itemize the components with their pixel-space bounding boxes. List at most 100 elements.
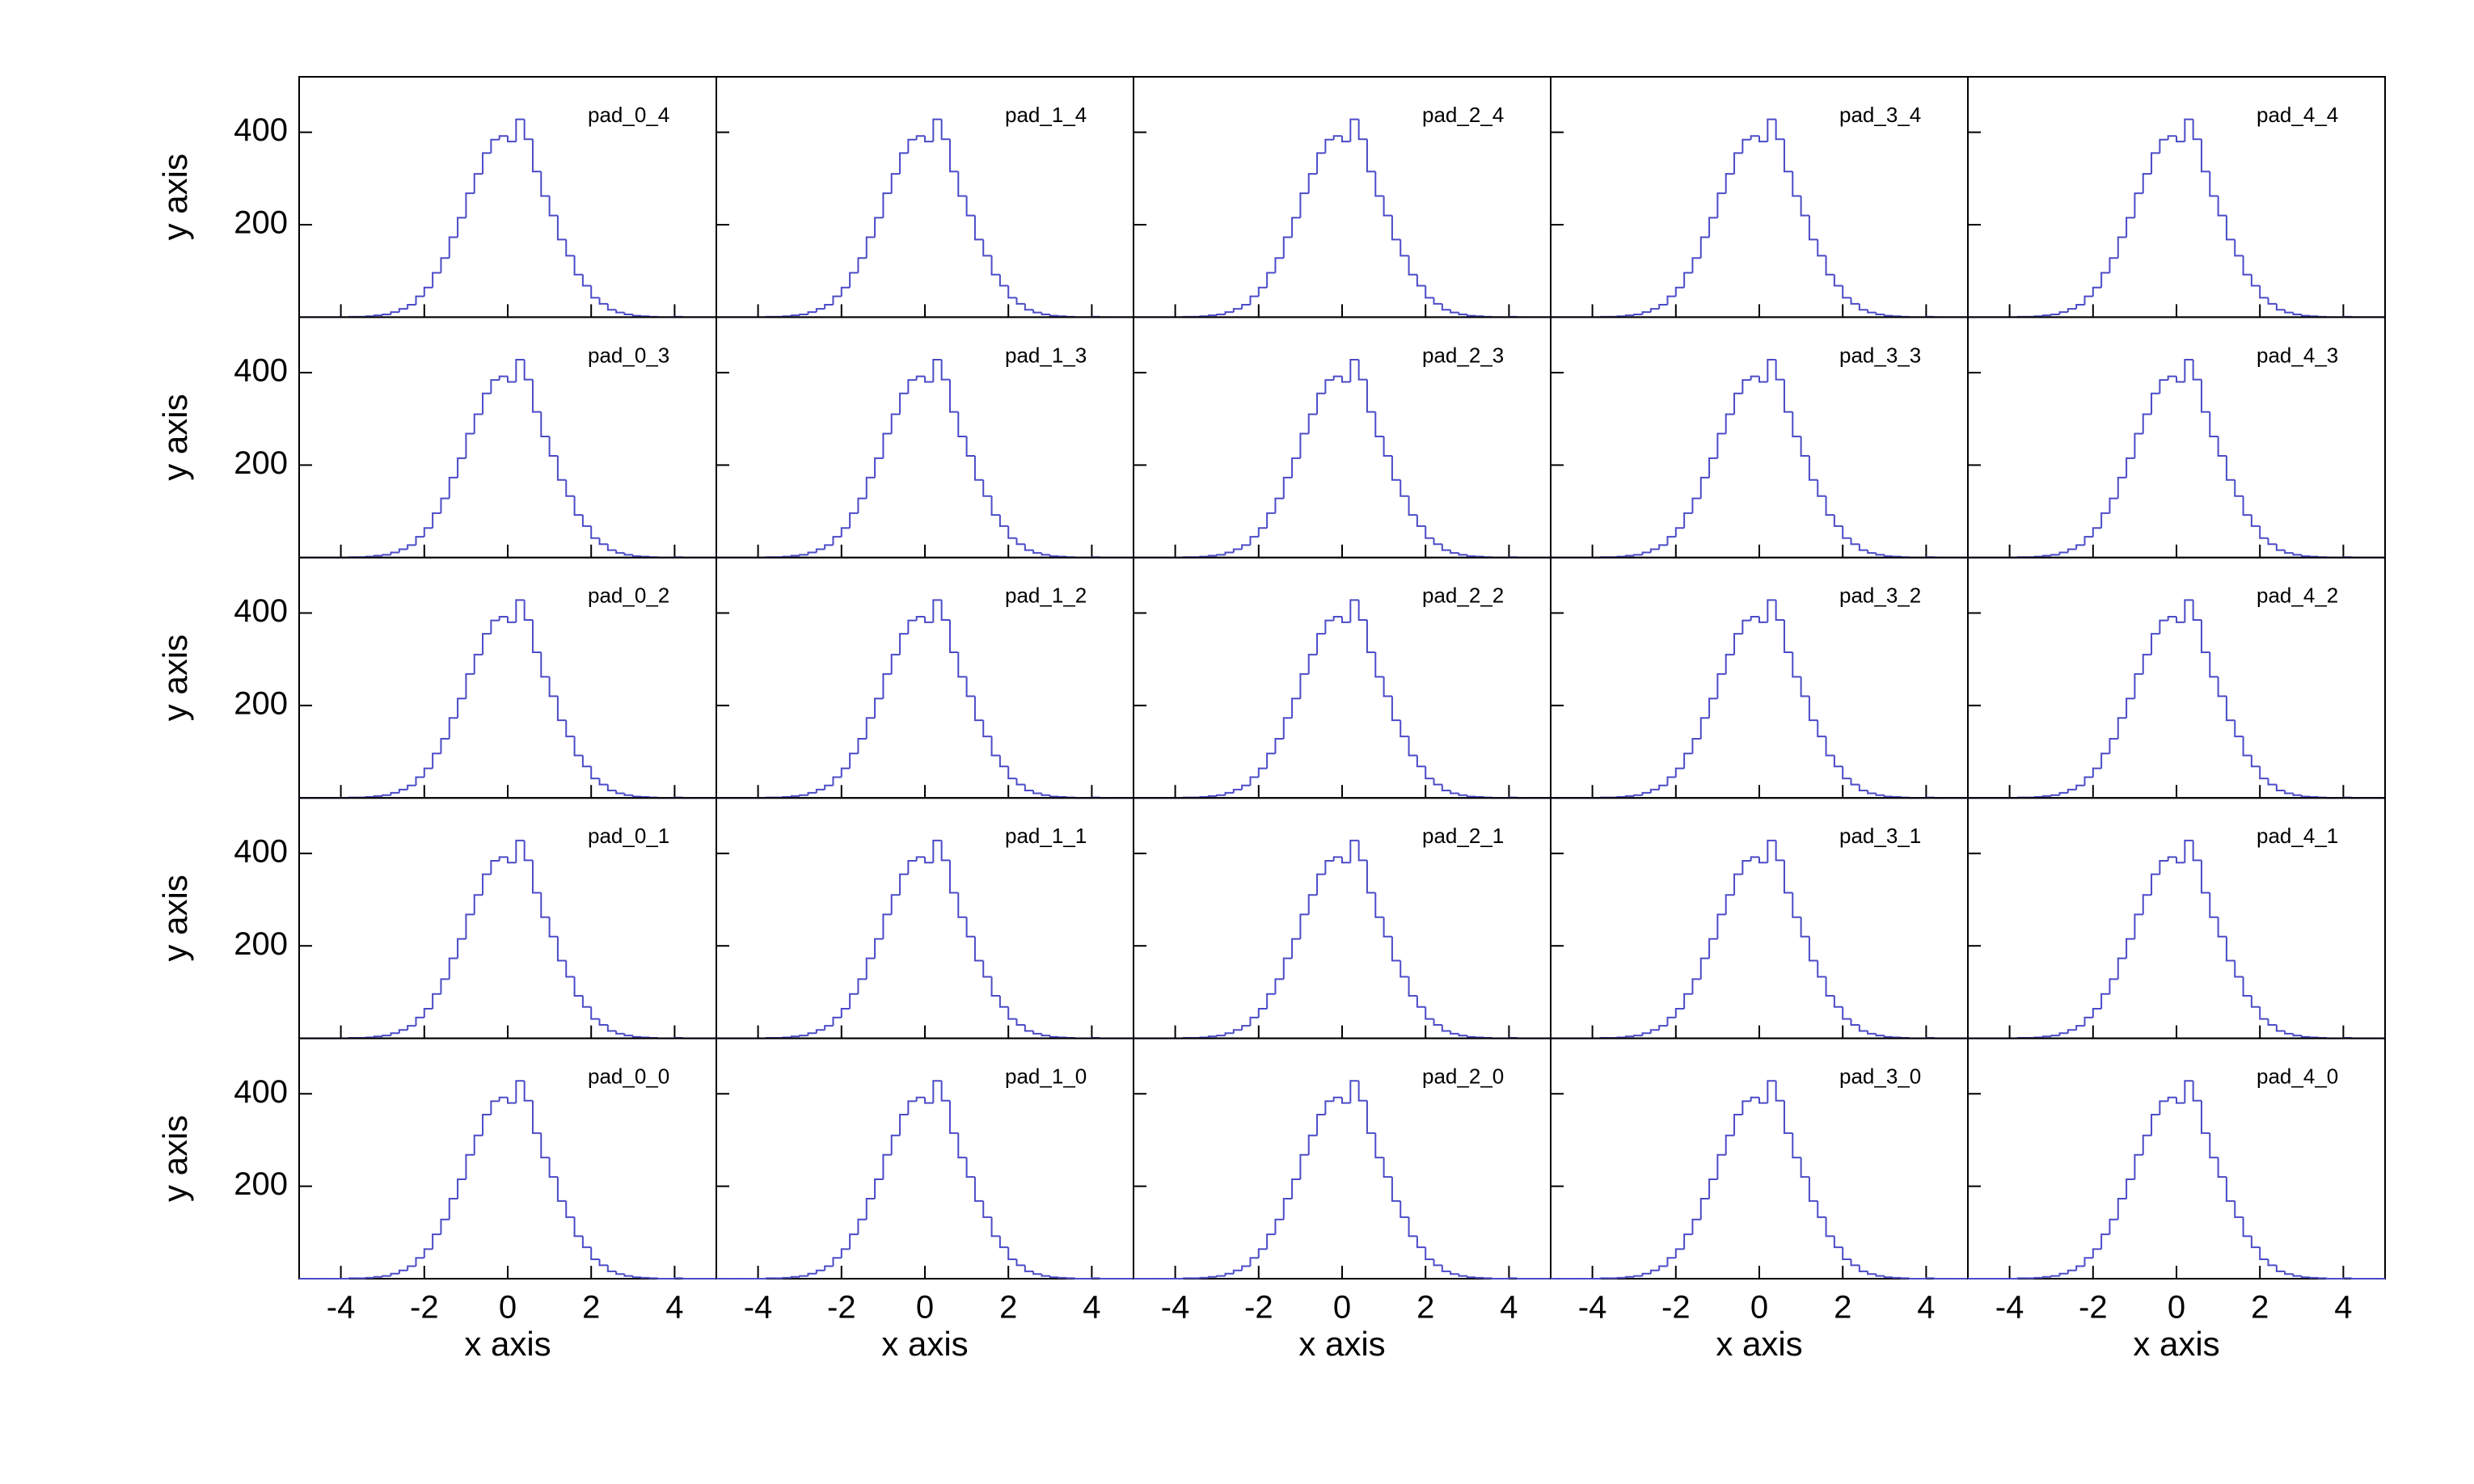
histogram-bin	[1775, 360, 1784, 381]
pad-title: pad_4_3	[2257, 343, 2338, 367]
histogram-bin	[1850, 538, 1860, 546]
histogram-bin	[573, 976, 583, 997]
histogram-bin	[1224, 791, 1234, 795]
histogram-bin	[1383, 677, 1392, 698]
histogram-bin	[1758, 857, 1768, 864]
histogram-bin	[2284, 1031, 2294, 1035]
histogram-bin	[382, 794, 391, 796]
histogram-bin	[832, 1016, 842, 1027]
histogram-bin	[1324, 1100, 1334, 1115]
histogram-bin	[1808, 215, 1818, 241]
histogram-bin	[2259, 1006, 2269, 1020]
histogram-bin	[2100, 1233, 2110, 1250]
histogram-bin	[1783, 139, 1793, 173]
x-tick-label: 2	[999, 1290, 1017, 1326]
histogram-bin	[1808, 936, 1818, 962]
x-tick-label: 4	[665, 1290, 683, 1326]
y-tick-label: 200	[234, 926, 288, 962]
histogram-bin	[1207, 795, 1218, 798]
histogram-bin	[2126, 1178, 2135, 1199]
histogram-bin	[1249, 776, 1259, 786]
histogram-bin	[1307, 173, 1318, 194]
x-axis-title: x axis	[464, 1325, 551, 1363]
y-axis-title: y axis	[156, 1115, 194, 1202]
histogram-bin	[2192, 119, 2202, 141]
histogram-bin	[924, 617, 934, 623]
histogram-bin	[973, 936, 984, 962]
histogram-bin	[565, 239, 575, 257]
histogram-bin	[490, 379, 500, 394]
histogram-bin	[1224, 311, 1234, 314]
histogram-bin	[1708, 698, 1718, 719]
histogram-bin	[1241, 544, 1251, 550]
histogram-bin	[1349, 118, 1359, 142]
histogram-bin	[2151, 873, 2160, 896]
pad-title: pad_0_0	[588, 1064, 669, 1088]
histogram-bin	[1858, 1025, 1868, 1032]
histogram-bin	[1633, 794, 1643, 796]
x-tick-label: -4	[1995, 1290, 2024, 1326]
histogram-bin	[1800, 196, 1809, 217]
histogram-bin	[865, 957, 876, 980]
histogram-bin	[2209, 892, 2219, 918]
histogram-bin	[1892, 315, 1902, 318]
histogram-bin	[1099, 1278, 1109, 1280]
histogram-bin	[2176, 1097, 2185, 1104]
histogram-bin	[440, 1218, 450, 1235]
histogram-bin	[1875, 1033, 1885, 1037]
histogram-bin	[1750, 1096, 1759, 1102]
pad-title: pad_3_1	[1839, 824, 1921, 848]
y-tick-label: 400	[234, 112, 288, 148]
histogram-bin	[1249, 1257, 1259, 1267]
histogram-bin	[1357, 119, 1367, 141]
histogram-bin	[631, 1035, 642, 1038]
histogram-bin	[2159, 1100, 2168, 1115]
histogram-bin	[1742, 379, 1751, 394]
histogram-bin	[2050, 1035, 2060, 1037]
histogram-bin	[2200, 1100, 2210, 1134]
histogram-bin	[1883, 314, 1893, 317]
histogram-bin	[2092, 767, 2102, 778]
histogram-bin	[957, 411, 967, 437]
histogram-bin	[1624, 1035, 1635, 1038]
histogram-bin	[890, 1134, 901, 1155]
histogram-bin	[490, 1100, 500, 1115]
histogram-bin	[799, 554, 808, 556]
histogram-bin	[2176, 857, 2185, 864]
histogram-bin	[1058, 555, 1067, 558]
x-tick-label: 0	[2168, 1290, 2185, 1326]
histogram-bin	[1742, 619, 1751, 634]
histogram-bin	[2100, 753, 2110, 769]
histogram-bin	[2142, 653, 2152, 674]
histogram-bin	[1649, 788, 1660, 793]
histogram-bin	[1058, 796, 1067, 799]
histogram-bin	[1408, 255, 1417, 276]
histogram-bin	[1475, 315, 1484, 318]
histogram-bin	[1833, 274, 1843, 287]
histogram-bin	[1775, 119, 1784, 141]
histogram-bin	[2151, 392, 2160, 415]
y-axis-title: y axis	[156, 634, 194, 721]
histogram-bin	[1683, 1233, 1693, 1250]
histogram-bin	[1783, 620, 1793, 654]
histogram-bin	[948, 379, 959, 413]
pad-title: pad_3_4	[1839, 103, 1921, 127]
histogram-bin	[2209, 1132, 2219, 1159]
histogram-bin	[790, 795, 800, 798]
histogram-bin	[407, 303, 416, 310]
pad-title: pad_4_1	[2257, 824, 2338, 848]
histogram-bin	[2126, 457, 2135, 478]
histogram-bin	[1383, 1157, 1392, 1178]
histogram-bin	[840, 767, 851, 778]
histogram-bin	[1232, 308, 1243, 313]
histogram-bin	[606, 784, 617, 792]
histogram-bin	[1015, 538, 1025, 546]
histogram-bin	[815, 788, 825, 793]
histogram-bin	[465, 913, 475, 939]
histogram-bin	[1032, 1031, 1042, 1035]
histogram-bin	[2092, 527, 2102, 538]
histogram-bin	[2275, 303, 2286, 311]
histogram-bin	[940, 840, 950, 862]
histogram-bin	[1400, 479, 1409, 497]
histogram-bin	[2050, 794, 2060, 796]
